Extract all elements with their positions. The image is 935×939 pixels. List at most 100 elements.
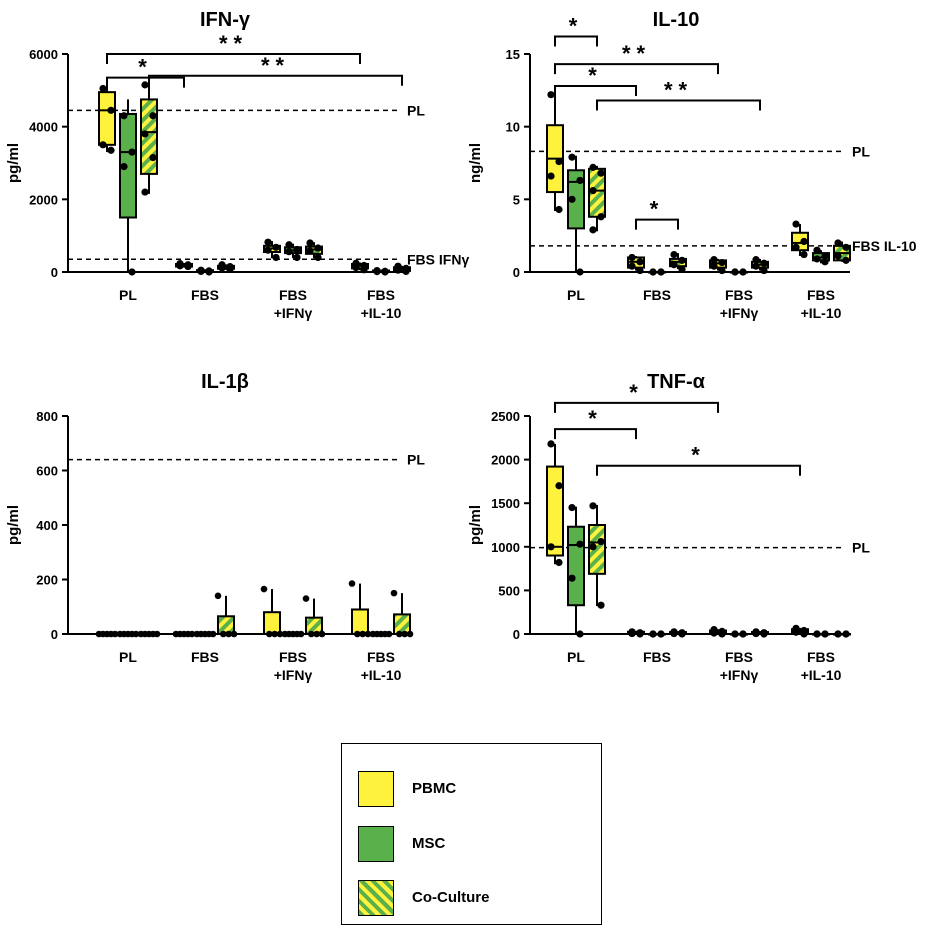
data-point — [628, 629, 636, 638]
y-tick-label: 400 — [36, 518, 58, 533]
reference-line-label: FBS IFNγ — [407, 251, 469, 267]
x-category-line: +IFNγ — [720, 667, 759, 683]
data-point — [834, 252, 842, 260]
data-point — [760, 266, 768, 275]
x-category-line: FBS — [367, 649, 395, 665]
data-point — [800, 250, 808, 259]
data-point — [710, 256, 718, 264]
data-point — [739, 630, 747, 638]
data-point — [752, 256, 760, 264]
data-point — [649, 630, 657, 638]
data-point — [402, 267, 410, 276]
x-category-label: FBS +IFNγ — [274, 287, 313, 321]
x-category-label: FBS +IFNγ — [720, 287, 759, 321]
chart-title: IFN-γ — [200, 9, 251, 31]
data-point — [276, 630, 284, 638]
data-point — [800, 630, 808, 638]
data-point — [760, 259, 768, 267]
box-msc — [567, 525, 585, 607]
data-point — [589, 187, 597, 195]
x-category-line: FBS — [725, 649, 753, 665]
x-category-label: FBS +IL-10 — [801, 287, 842, 321]
data-point — [670, 250, 678, 259]
data-point — [555, 482, 563, 490]
data-point — [348, 580, 356, 587]
data-point — [220, 630, 227, 638]
data-point — [718, 266, 726, 275]
significance-label: ** — [261, 53, 290, 78]
data-point — [678, 256, 686, 264]
data-point — [293, 245, 301, 254]
x-category-label: FBS +IL-10 — [801, 649, 842, 683]
y-tick-label: 0 — [513, 627, 520, 642]
data-point — [576, 176, 584, 185]
data-point — [834, 239, 842, 247]
legend-swatch-co-culture — [358, 880, 394, 916]
reference-line-label: PL — [407, 102, 425, 118]
data-point — [107, 146, 115, 154]
significance-label: * — [588, 406, 603, 431]
x-category-label: FBS +IL-10 — [361, 649, 402, 683]
data-point — [589, 543, 597, 551]
significance-label: * — [138, 55, 153, 80]
data-point — [760, 630, 768, 638]
data-point — [99, 84, 107, 93]
x-category-label: FBS +IL-10 — [361, 287, 402, 321]
data-point — [657, 630, 665, 638]
significance-bracket — [596, 464, 801, 476]
x-category-line: FBS — [367, 287, 395, 303]
data-point — [141, 81, 149, 89]
legend: PBMC MSC Co-Culture — [341, 743, 602, 925]
y-tick-label: 800 — [36, 409, 58, 424]
significance-bracket — [148, 74, 403, 86]
chart-title: IL-1β — [201, 371, 249, 393]
x-category-line: PL — [119, 287, 137, 303]
data-point — [313, 630, 320, 638]
y-tick-label: 2000 — [491, 453, 520, 468]
chart-panel-0: IFN-γ 0 2000 4000 6000 pg/ml PL FBS FBS +IFNγ FBS +… — [5, 9, 469, 321]
x-category-line: PL — [119, 649, 137, 665]
data-point — [107, 106, 115, 114]
legend-swatch-msc — [358, 826, 394, 862]
data-point — [657, 268, 665, 276]
box-co-culture — [588, 524, 606, 575]
chart-panel-2: IL-1β 0 200 400 600 800 pg/ml PL FBS FBS +IFNγ FBS +… — [5, 371, 425, 683]
data-point — [649, 268, 657, 276]
data-point — [597, 537, 605, 546]
y-tick-label: 600 — [36, 464, 58, 479]
data-point — [555, 558, 563, 567]
data-point — [670, 629, 678, 638]
y-axis-label: pg/ml — [5, 505, 22, 545]
data-point — [308, 630, 315, 638]
legend-label: Co-Culture — [412, 889, 490, 906]
data-point — [354, 630, 361, 638]
y-tick-label: 1500 — [491, 496, 520, 511]
data-point — [589, 163, 597, 171]
chart-title: TNF-α — [647, 371, 706, 393]
data-point — [555, 205, 563, 214]
legend-label: PBMC — [412, 780, 457, 797]
reference-line-label: PL — [407, 452, 425, 468]
reference-line-label: PL — [852, 540, 870, 556]
data-point — [266, 630, 273, 638]
x-category-label: PL — [119, 649, 137, 665]
x-category-line: FBS — [643, 649, 671, 665]
significance-bracket — [554, 84, 637, 96]
x-category-line: +IFNγ — [720, 305, 759, 321]
data-point — [628, 253, 636, 262]
data-point — [752, 262, 760, 270]
data-point — [132, 630, 140, 638]
x-category-line: FBS — [279, 287, 307, 303]
data-point — [364, 630, 372, 638]
data-point — [99, 141, 107, 149]
box-co-culture — [588, 167, 606, 218]
significance-label: * — [569, 14, 584, 39]
data-point — [141, 130, 149, 138]
data-point — [381, 268, 389, 276]
data-point — [576, 268, 584, 276]
data-point — [813, 630, 821, 638]
data-point — [225, 630, 232, 638]
bar-co-culture — [217, 615, 235, 635]
data-point — [226, 265, 234, 274]
y-tick-label: 0 — [51, 265, 58, 280]
